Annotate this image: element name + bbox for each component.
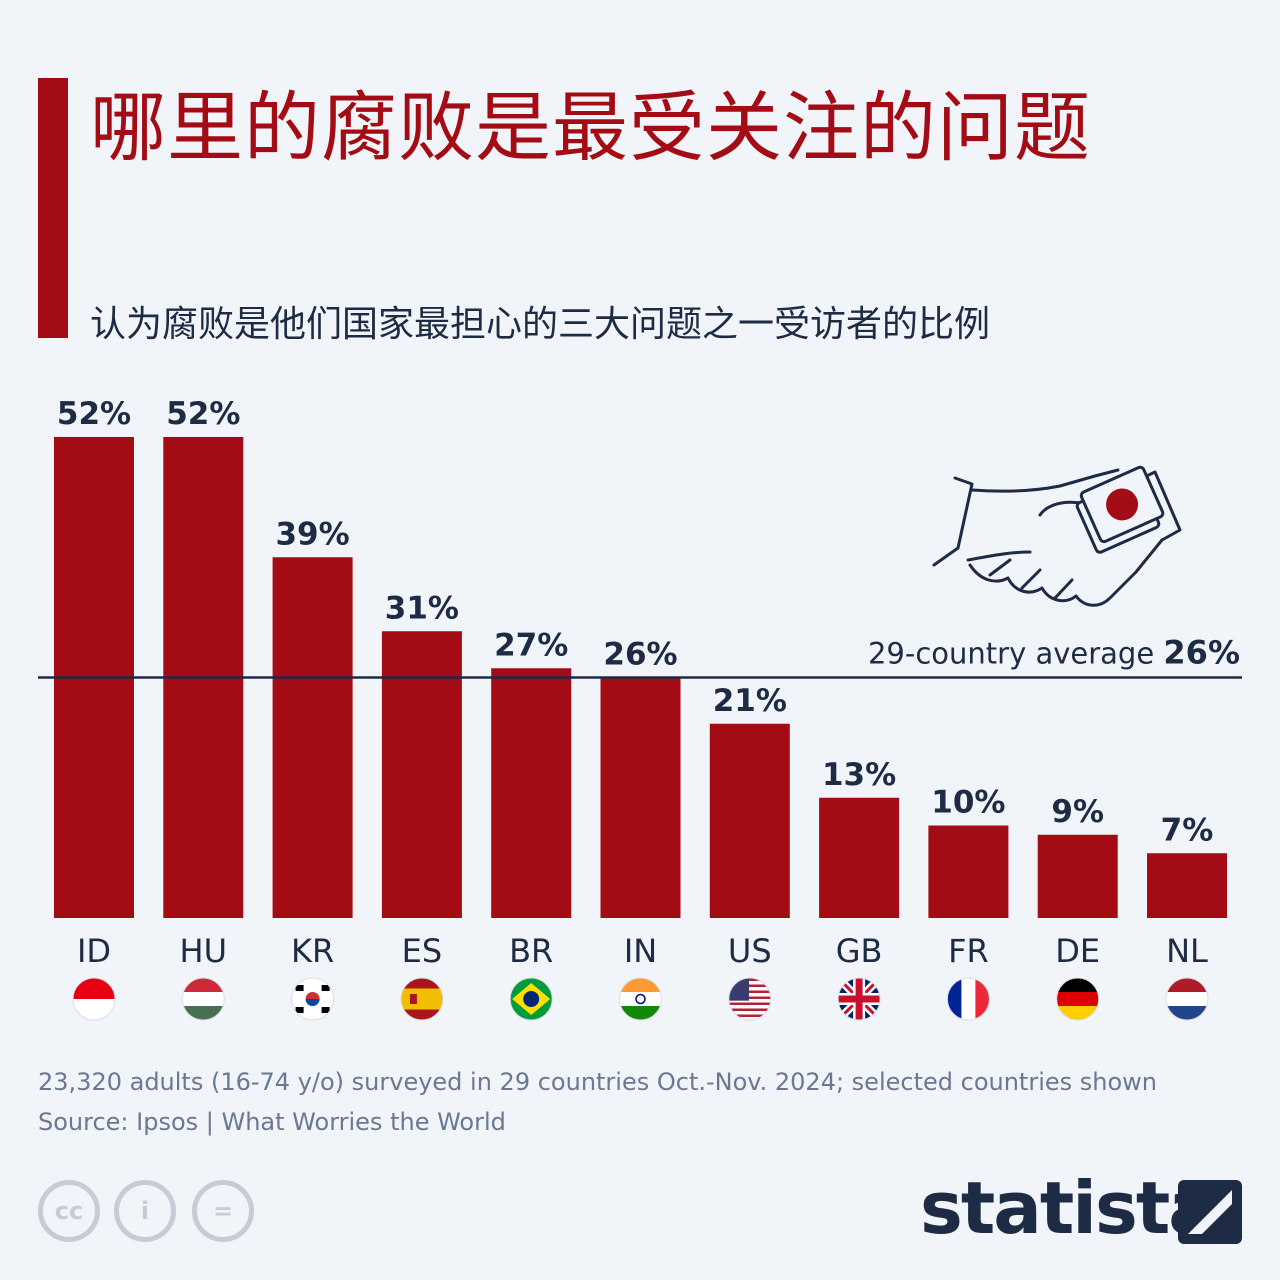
value-label-es: 31% [385,590,459,626]
handshake-icon [932,465,1182,607]
average-label: 29-country average 26% [868,634,1240,672]
bar-us [709,723,790,918]
value-label-hu: 52% [166,396,240,432]
spain-flag [400,977,444,1021]
category-label-de: DE [1055,932,1100,970]
value-label-us: 21% [713,683,787,719]
title-accent-bar [38,78,68,338]
source-link[interactable]: Source: Ipsos | What Worries the World [38,1108,506,1136]
bar-fr [928,825,1009,918]
bar-nl [1147,853,1227,918]
value-label-fr: 10% [931,785,1005,821]
category-label-gb: GB [836,932,883,970]
no-derivatives-icon[interactable]: = [192,1180,254,1242]
category-label-kr: KR [291,932,334,970]
chart-subtitle: 认为腐败是他们国家最担心的三大问题之一受访者的比例 [90,304,991,345]
category-label-id: ID [77,932,111,970]
bar-chart: 52% ID 52% HU 39% KR 31% ES 27% BR 26% IN 21% US 13% GB… [38,396,1242,1021]
value-label-in: 26% [603,637,677,673]
category-label-nl: NL [1166,932,1208,970]
hungary-flag [181,977,225,1021]
bar-gb [819,797,900,918]
statista-logo-mark-icon [1178,1180,1242,1244]
survey-note: 23,320 adults (16-74 y/o) surveyed in 29… [38,1068,1157,1096]
value-label-de: 9% [1051,794,1104,830]
uk-flag [837,977,881,1021]
attribution-icon[interactable]: i [114,1180,176,1242]
bar-es [381,631,462,918]
value-label-br: 27% [494,627,568,663]
bar-in [600,677,681,918]
category-label-es: ES [402,932,443,970]
brazil-flag [509,977,553,1021]
south-korea-flag [291,977,335,1021]
bar-de [1037,834,1118,918]
value-label-id: 52% [57,396,131,432]
bar-kr [272,557,353,918]
statista-logo[interactable]: statista [920,1166,1217,1250]
netherlands-flag [1165,977,1209,1021]
creative-commons-icon[interactable]: cc [38,1180,100,1242]
value-label-kr: 39% [275,516,349,552]
bar-br [491,668,572,918]
india-flag [619,977,662,1021]
indonesia-flag [72,977,116,1021]
france-flag [946,977,990,1021]
category-label-br: BR [509,932,553,970]
category-label-fr: FR [948,932,989,970]
category-label-hu: HU [180,932,227,970]
chart-title: 哪里的腐败是最受关注的问题 [90,83,1091,172]
category-label-us: US [728,932,772,970]
germany-flag [1056,977,1100,1021]
usa-flag [728,977,772,1021]
value-label-nl: 7% [1161,812,1214,848]
value-label-gb: 13% [822,757,896,793]
category-label-in: IN [624,932,657,970]
